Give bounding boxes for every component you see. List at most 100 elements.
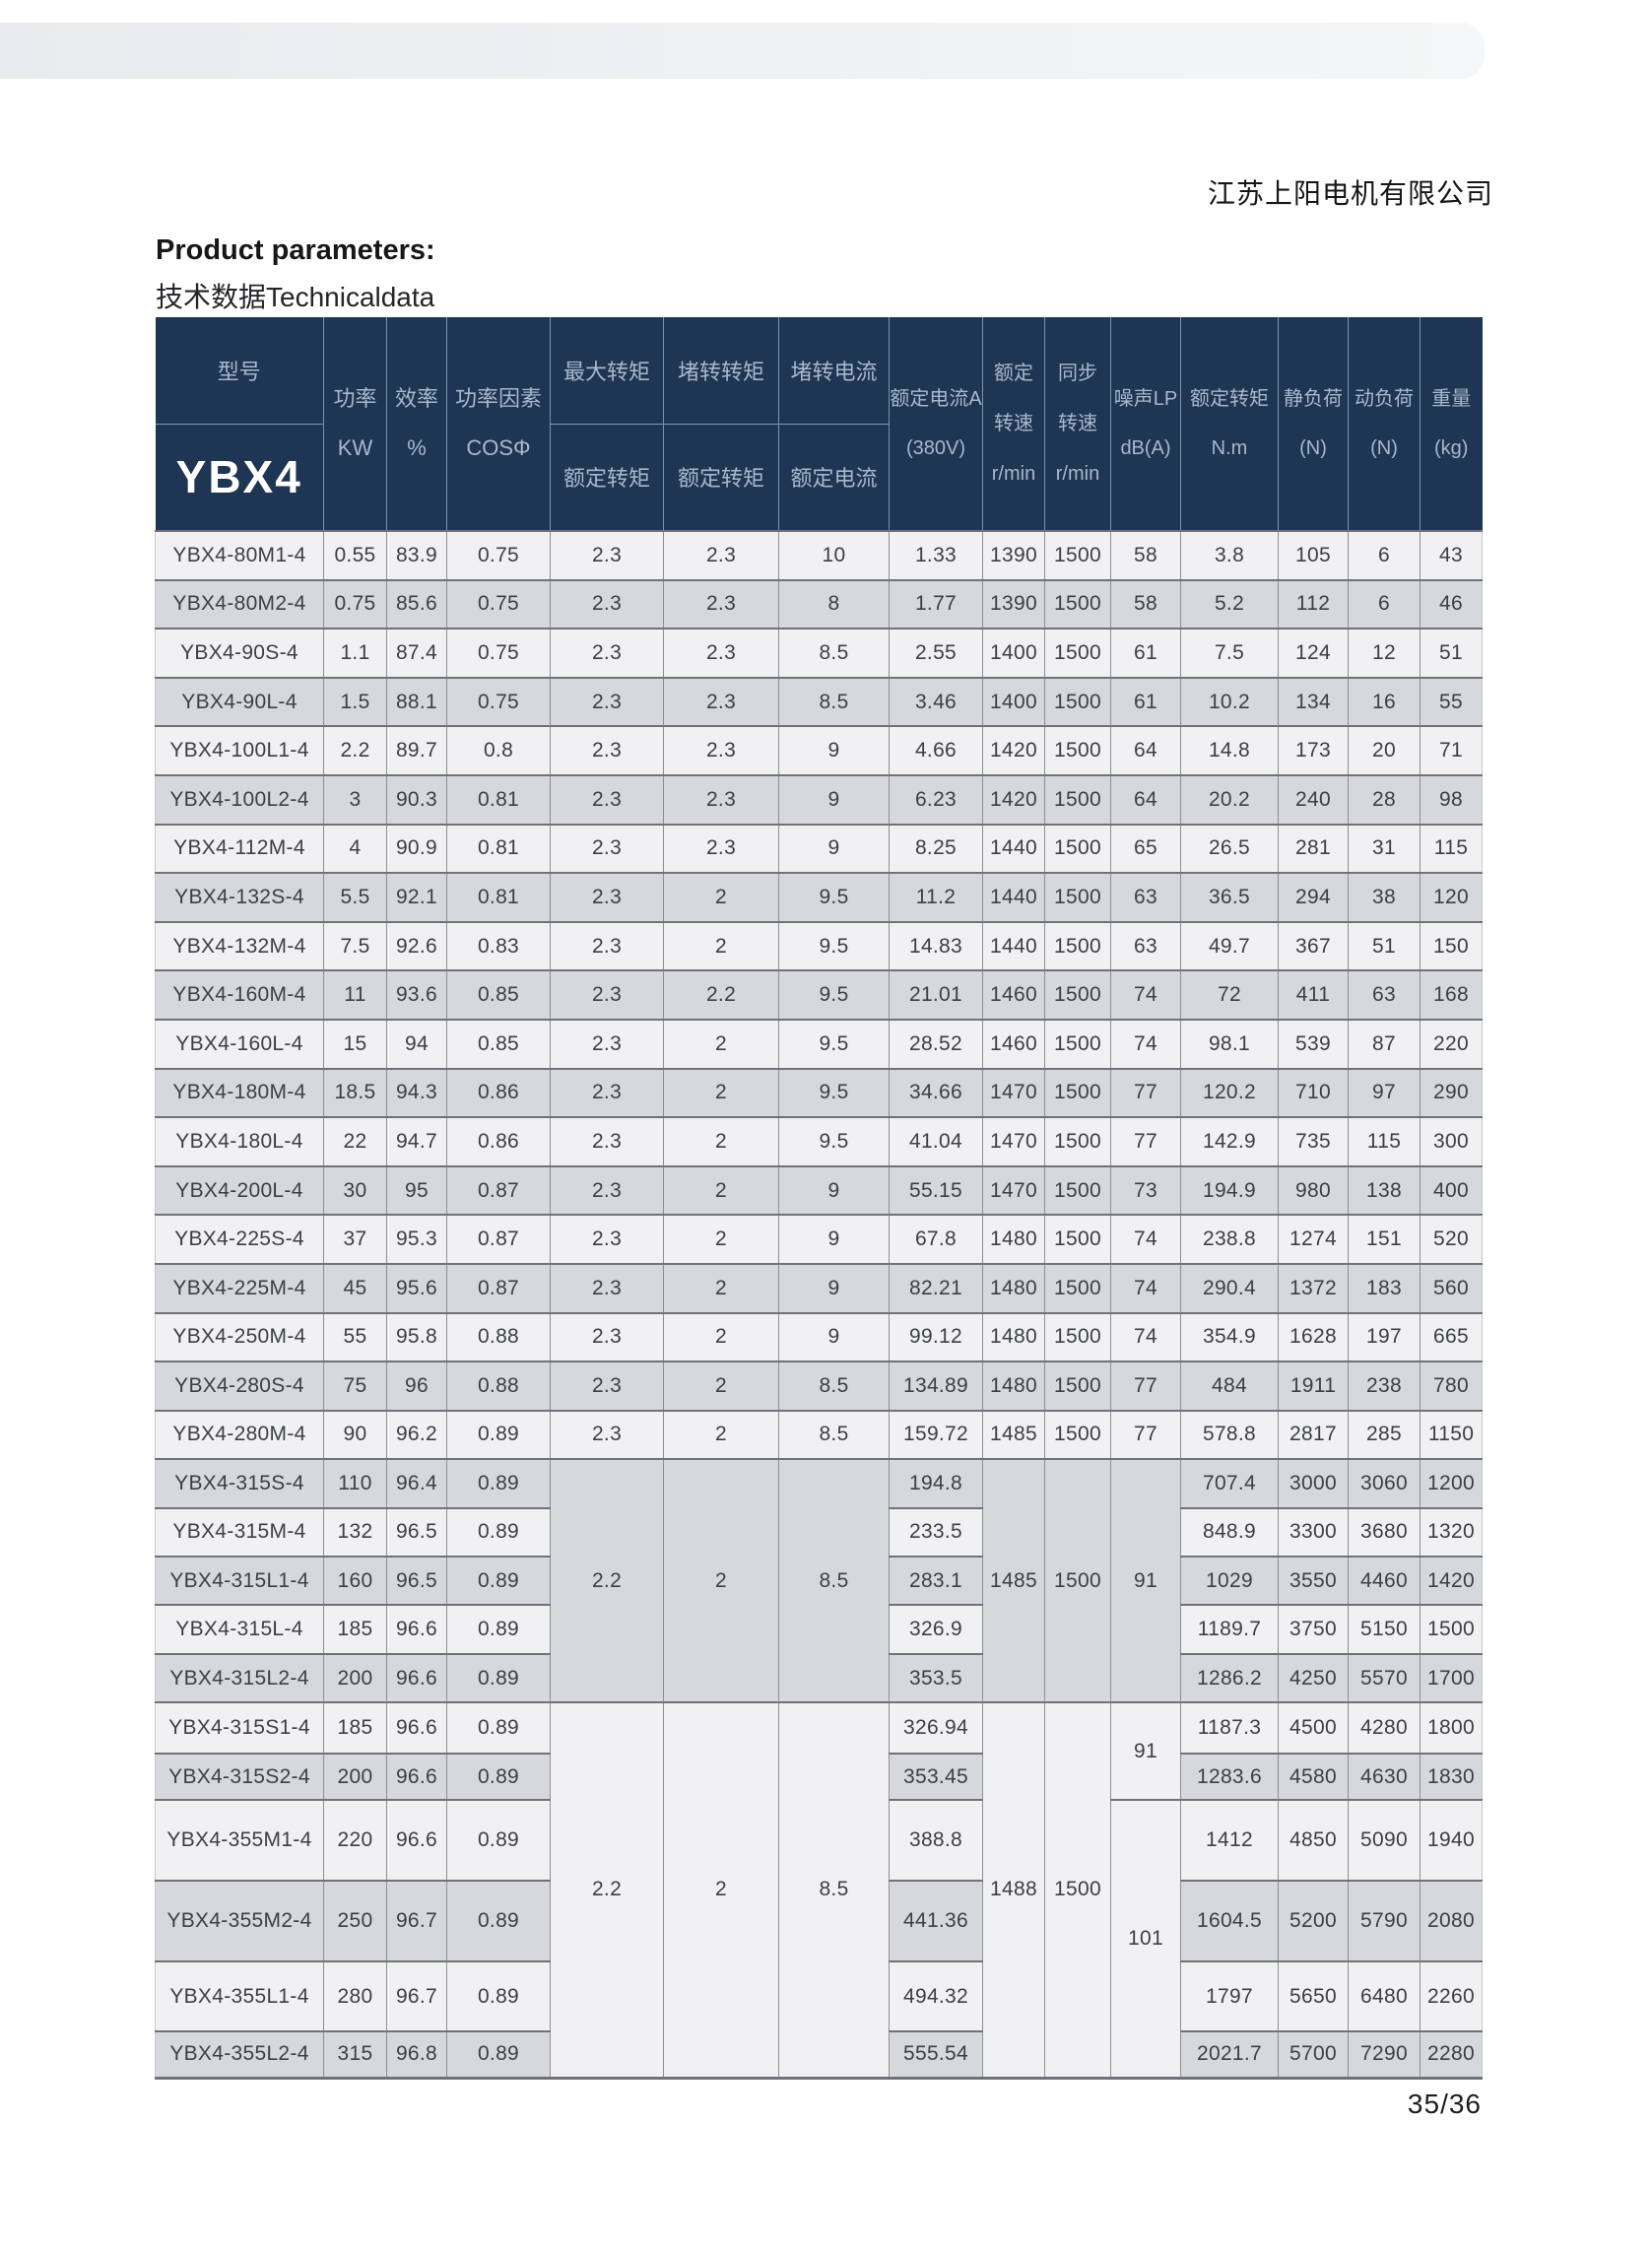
table-row: YBX4-315L1-4 160 96.5 0.89 283.1 1029 3550 4460… <box>155 1556 1483 1606</box>
cell-power-factor: 0.89 <box>446 1799 551 1882</box>
cell-power-factor: 0.89 <box>446 1880 551 1962</box>
cell-noise-lp: 65 <box>1110 823 1181 874</box>
cell-rated-current-380v: 134.89 <box>889 1360 983 1411</box>
cell-rated-current-380v: 3.46 <box>889 676 983 727</box>
cell-locked-rotor-torque-ratio: 2.3 <box>663 676 779 727</box>
cell-efficiency: 95.6 <box>386 1262 447 1313</box>
cell-sync-speed: 1500 <box>1044 1458 1111 1703</box>
cell-rated-current-380v: 14.83 <box>889 920 983 971</box>
cell-model: YBX4-200L-4 <box>155 1164 324 1216</box>
cell-noise-lp: 58 <box>1110 530 1181 580</box>
cell-power-factor: 0.89 <box>446 1753 551 1801</box>
cell-efficiency: 83.9 <box>386 530 447 580</box>
cell-max-torque-ratio: 2.2 <box>550 1701 664 2079</box>
cell-max-torque-ratio: 2.3 <box>550 1116 664 1166</box>
cell-rated-torque-nm: 578.8 <box>1180 1409 1279 1460</box>
cell-sync-speed: 1500 <box>1044 872 1111 922</box>
cell-power-factor: 0.89 <box>446 2030 551 2079</box>
cell-rated-torque-nm: 290.4 <box>1180 1262 1279 1313</box>
cell-max-torque-ratio: 2.3 <box>550 773 664 825</box>
cell-static-load-n: 4250 <box>1278 1652 1349 1703</box>
cell-efficiency: 96.4 <box>386 1458 447 1508</box>
table-row: YBX4-225M-4 45 95.6 0.87 2.3 2 9 82.21 1480 1500 7… <box>155 1262 1483 1313</box>
header-row: 型号 YBX4 功率 KW 效率 % 功率因素 COSΦ <box>155 317 1483 531</box>
cell-dynamic-load-n: 4630 <box>1348 1753 1421 1801</box>
cell-weight-kg: 2080 <box>1420 1880 1483 1962</box>
cell-power-factor: 0.89 <box>446 1556 551 1606</box>
cell-static-load-n: 173 <box>1278 725 1349 775</box>
cell-model: YBX4-100L1-4 <box>155 725 324 775</box>
cell-model: YBX4-315L-4 <box>155 1604 324 1654</box>
cell-locked-rotor-torque-ratio: 2 <box>663 1018 779 1069</box>
cell-static-load-n: 1911 <box>1278 1360 1349 1411</box>
cell-rated-torque-nm: 238.8 <box>1180 1214 1279 1264</box>
cell-weight-kg: 43 <box>1420 530 1483 580</box>
cell-dynamic-load-n: 4460 <box>1348 1556 1421 1606</box>
cell-rated-current-380v: 283.1 <box>889 1556 983 1606</box>
cell-model: YBX4-132S-4 <box>155 872 324 922</box>
cell-dynamic-load-n: 4280 <box>1348 1701 1421 1755</box>
cell-weight-kg: 400 <box>1420 1164 1483 1216</box>
cell-model: YBX4-315L1-4 <box>155 1556 324 1606</box>
cell-rated-current-380v: 8.25 <box>889 823 983 874</box>
cell-power-factor: 0.85 <box>446 969 551 1020</box>
cell-locked-rotor-torque-ratio: 2 <box>663 1164 779 1216</box>
cell-max-torque-ratio: 2.3 <box>550 578 664 630</box>
cell-noise-lp: 77 <box>1110 1409 1181 1460</box>
cell-noise-lp: 74 <box>1110 969 1181 1020</box>
cell-rated-speed: 1400 <box>982 628 1045 678</box>
cell-weight-kg: 1830 <box>1420 1753 1483 1801</box>
cell-sync-speed: 1500 <box>1044 823 1111 874</box>
cell-rated-current-380v: 1.77 <box>889 578 983 630</box>
cell-power-factor: 0.89 <box>446 1506 551 1558</box>
cell-power-kw: 160 <box>323 1556 387 1606</box>
cell-static-load-n: 124 <box>1278 628 1349 678</box>
cell-rated-current-380v: 233.5 <box>889 1506 983 1558</box>
cell-efficiency: 95.8 <box>386 1311 447 1362</box>
cell-weight-kg: 1150 <box>1420 1409 1483 1460</box>
cell-model: YBX4-315L2-4 <box>155 1652 324 1703</box>
cell-locked-rotor-torque-ratio: 2.3 <box>663 530 779 580</box>
cell-sync-speed: 1500 <box>1044 676 1111 727</box>
cell-static-load-n: 294 <box>1278 872 1349 922</box>
cell-model: YBX4-315S1-4 <box>155 1701 324 1755</box>
cell-sync-speed: 1500 <box>1044 628 1111 678</box>
cell-power-kw: 280 <box>323 1960 387 2032</box>
cell-dynamic-load-n: 285 <box>1348 1409 1421 1460</box>
table-row: YBX4-280M-4 90 96.2 0.89 2.3 2 8.5 159.72 1485 15… <box>155 1409 1483 1460</box>
cell-efficiency: 94.7 <box>386 1116 447 1166</box>
cell-locked-rotor-torque-ratio: 2 <box>663 920 779 971</box>
cell-rated-speed: 1485 <box>982 1458 1045 1703</box>
cell-efficiency: 94 <box>386 1018 447 1069</box>
cell-sync-speed: 1500 <box>1044 1018 1111 1069</box>
cell-max-torque-ratio: 2.3 <box>550 1409 664 1460</box>
cell-locked-rotor-torque-ratio: 2 <box>663 1262 779 1313</box>
col-header-max-torque: 最大转矩 额定转矩 <box>550 317 664 531</box>
cell-rated-current-380v: 326.9 <box>889 1604 983 1654</box>
cell-rated-torque-nm: 1029 <box>1180 1556 1279 1606</box>
cell-model: YBX4-132M-4 <box>155 920 324 971</box>
cell-sync-speed: 1500 <box>1044 1311 1111 1362</box>
table-row: YBX4-315L2-4 200 96.6 0.89 353.5 1286.2 4250 55… <box>155 1652 1483 1703</box>
cell-locked-rotor-current-ratio: 9 <box>778 1262 890 1313</box>
cell-locked-rotor-current-ratio: 8.5 <box>778 628 890 678</box>
cell-rated-current-380v: 326.94 <box>889 1701 983 1755</box>
cell-rated-speed: 1480 <box>982 1360 1045 1411</box>
cell-efficiency: 96.7 <box>386 1880 447 1962</box>
cell-locked-rotor-current-ratio: 9 <box>778 725 890 775</box>
series-label: YBX4 <box>175 451 302 503</box>
cell-static-load-n: 105 <box>1278 530 1349 580</box>
cell-rated-torque-nm: 142.9 <box>1180 1116 1279 1166</box>
cell-static-load-n: 4500 <box>1278 1701 1349 1755</box>
cell-static-load-n: 1628 <box>1278 1311 1349 1362</box>
cell-efficiency: 89.7 <box>386 725 447 775</box>
col-header-power: 功率 KW <box>323 317 387 531</box>
cell-static-load-n: 4580 <box>1278 1753 1349 1801</box>
cell-power-kw: 4 <box>323 823 387 874</box>
cell-noise-lp: 91 <box>1110 1458 1181 1703</box>
cell-sync-speed: 1500 <box>1044 1701 1111 2079</box>
cell-power-factor: 0.75 <box>446 578 551 630</box>
table-row: YBX4-180M-4 18.5 94.3 0.86 2.3 2 9.5 34.66 1470 1… <box>155 1067 1483 1118</box>
table-row: YBX4-355L2-4 315 96.8 0.89 555.54 2021.7 5700 7… <box>155 2030 1483 2079</box>
cell-efficiency: 96.8 <box>386 2030 447 2079</box>
